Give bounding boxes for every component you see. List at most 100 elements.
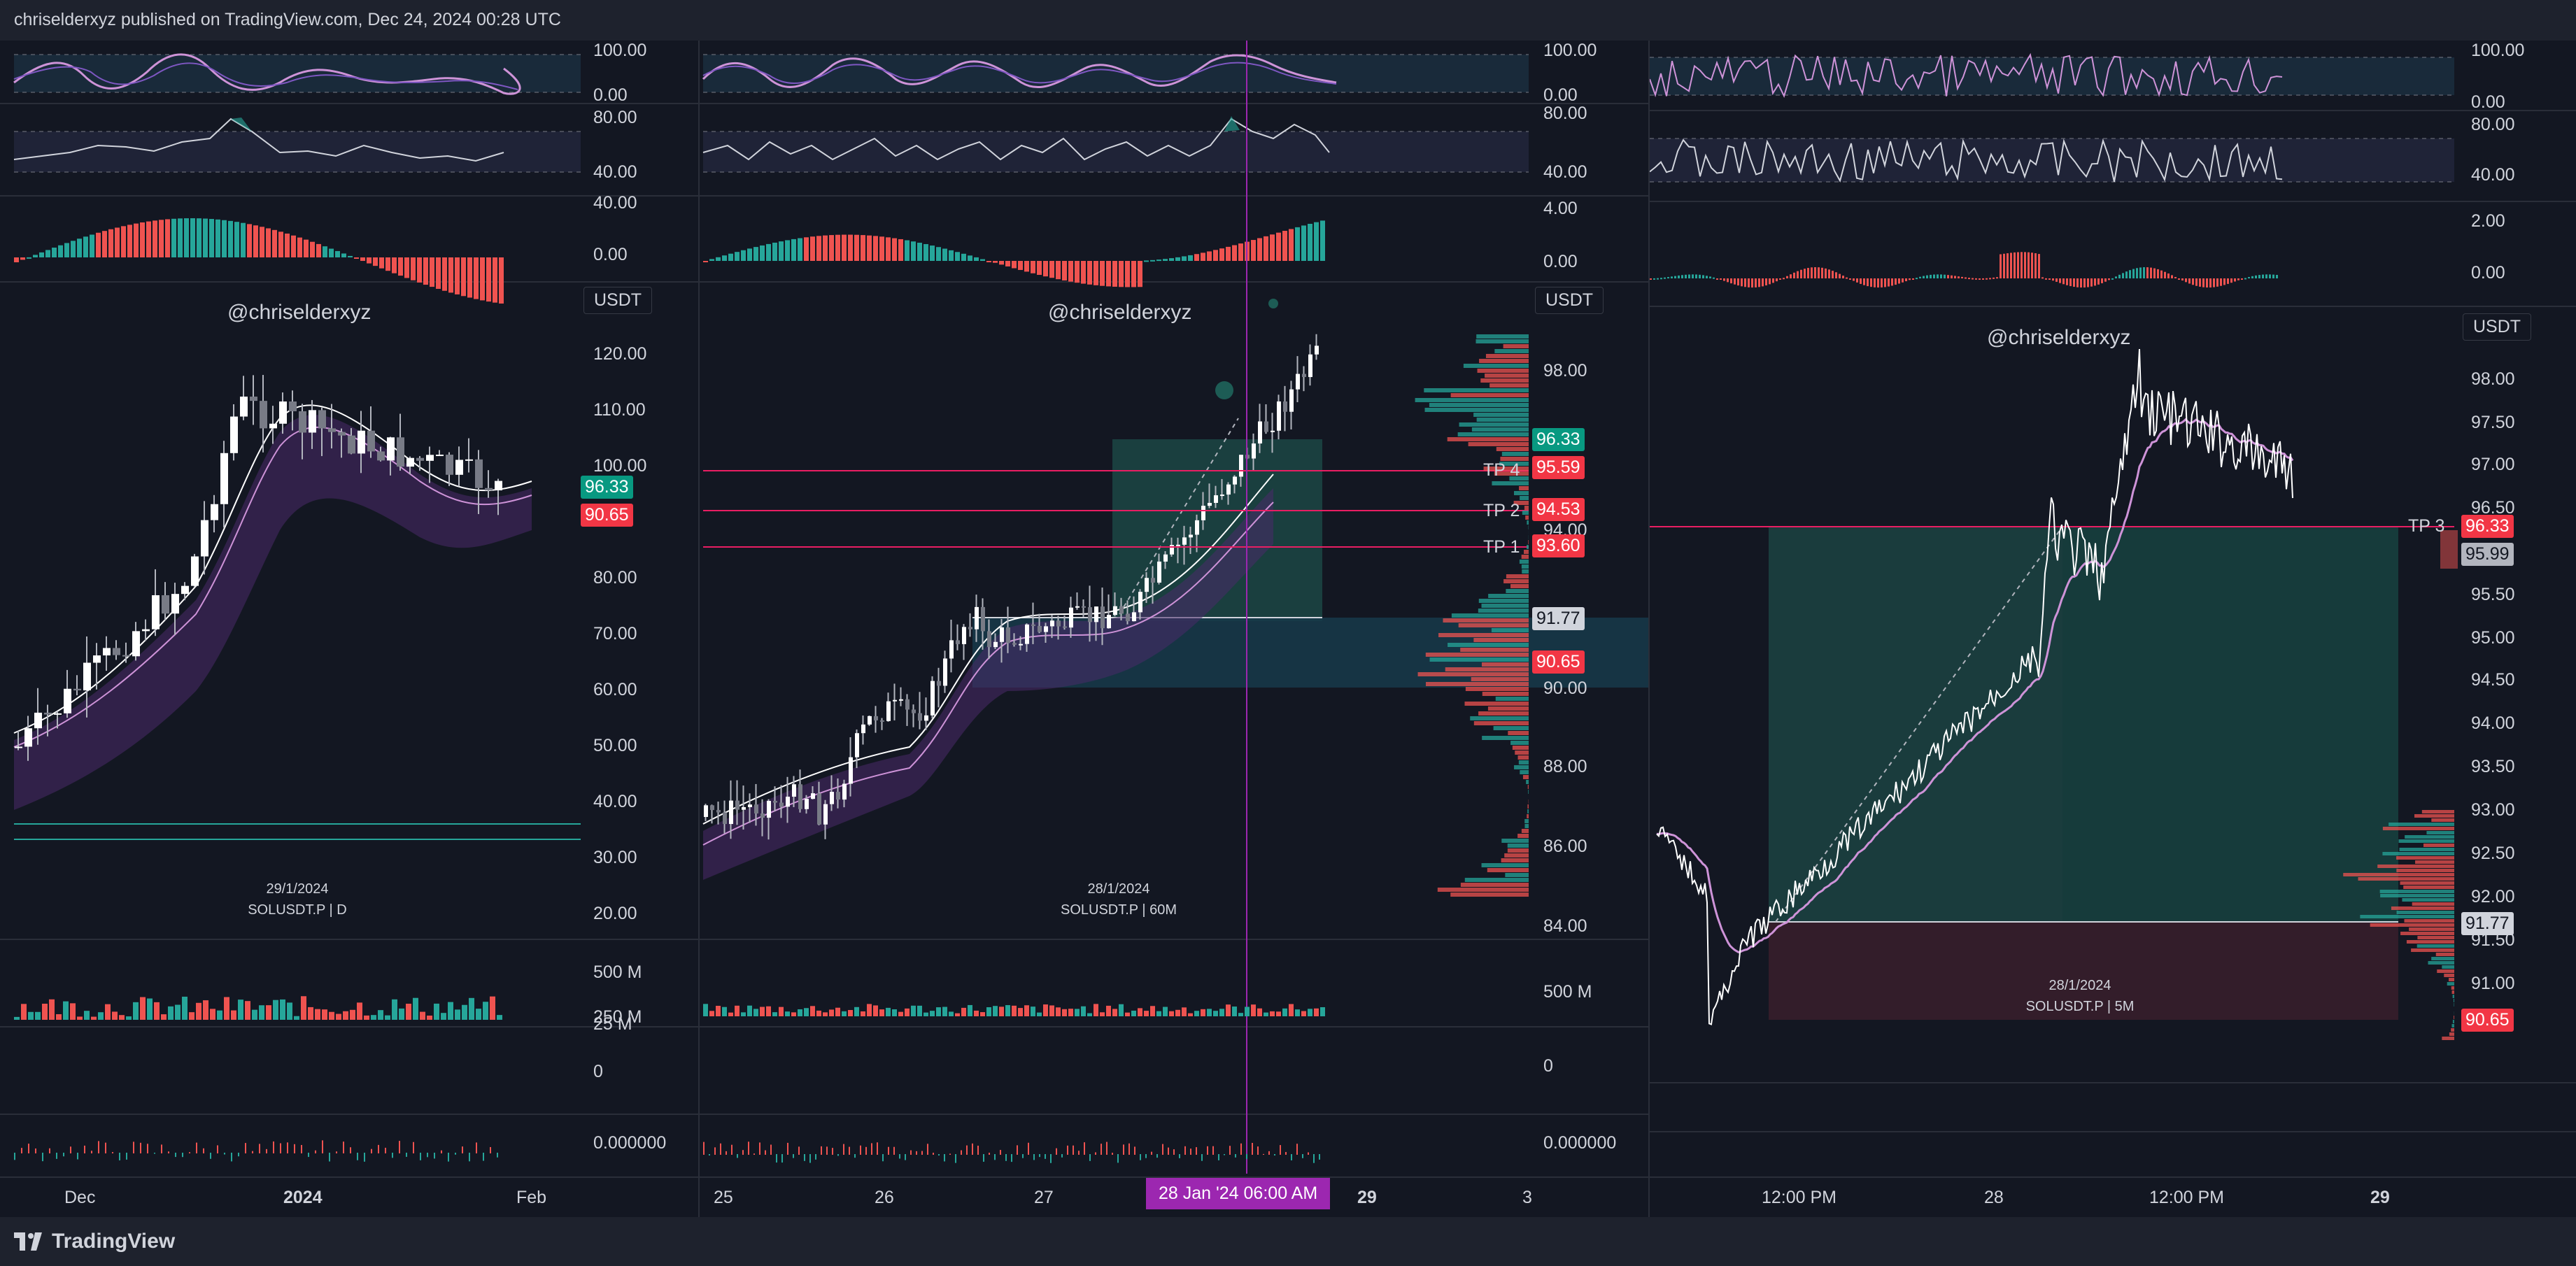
profile-bar xyxy=(1487,868,1529,872)
funding-bar xyxy=(364,1153,365,1162)
price-tick: 98.00 xyxy=(2471,369,2515,389)
currency-selector[interactable]: USDT xyxy=(2463,313,2532,341)
macd-bar xyxy=(2087,278,2089,287)
macd-bar xyxy=(266,228,271,257)
currency-selector[interactable]: USDT xyxy=(1535,287,1604,314)
volume-bar xyxy=(1257,1008,1262,1016)
funding-bar xyxy=(921,1151,923,1155)
profile-bar xyxy=(1524,824,1529,828)
funding-bar xyxy=(336,1151,337,1153)
hourly-candle xyxy=(723,812,727,825)
funding-bar xyxy=(147,1144,148,1153)
macd-bar xyxy=(1860,278,1862,284)
profile-bar xyxy=(1507,848,1529,853)
funding-bar xyxy=(28,1144,29,1153)
macd-bar xyxy=(90,234,94,257)
hourly-candle xyxy=(1031,624,1035,626)
tp3-label: TP 3 xyxy=(2408,516,2445,536)
volume-bar xyxy=(1062,1009,1067,1016)
daily-candle xyxy=(15,746,22,748)
marker-dot xyxy=(1268,299,1278,308)
volume-bar xyxy=(930,1011,935,1016)
profile-bar xyxy=(1519,560,1529,564)
profile-bar xyxy=(1503,344,1529,348)
chart-panel-60m[interactable]: 100.00 0.00 80.00 40.00 4.00 0.00 @chris… xyxy=(700,41,1650,1217)
five-min-chart-canvas[interactable] xyxy=(1650,41,2576,1217)
chart-panel-5m[interactable]: 100.00 0.00 80.00 40.00 2.00 0.00 @chris… xyxy=(1650,41,2576,1217)
hourly-chart-canvas[interactable] xyxy=(700,41,1648,1217)
funding-bar xyxy=(350,1147,351,1153)
volume-bars xyxy=(14,996,502,1020)
hourly-candle xyxy=(830,792,834,804)
volume-bar xyxy=(829,1009,834,1016)
macd-bar xyxy=(2073,278,2075,287)
funding-bar xyxy=(189,1152,190,1153)
volume-bar xyxy=(804,1008,809,1016)
macd-bar xyxy=(1068,261,1073,282)
funding-bar xyxy=(1268,1151,1270,1155)
x-axis-label: 25 xyxy=(714,1188,733,1207)
macd-bar xyxy=(2199,278,2201,287)
hourly-candle xyxy=(1302,374,1306,378)
volume-bar xyxy=(1219,1009,1224,1016)
hourly-candle xyxy=(1163,554,1168,562)
publisher-text: chriselderxyz published on TradingView.c… xyxy=(14,10,561,29)
funding-bar xyxy=(927,1144,928,1155)
macd-bar xyxy=(1100,261,1105,286)
chart-panel-daily[interactable]: 100.00 0.00 80.00 40.00 40.00 0.00 @chri… xyxy=(0,41,700,1217)
daily-candle xyxy=(465,459,473,461)
funding-bar xyxy=(1246,1154,1247,1160)
macd-bar xyxy=(1678,275,1680,278)
daily-candle xyxy=(142,629,150,632)
funding-bar xyxy=(1101,1144,1102,1155)
macd-bar xyxy=(1968,278,1970,280)
macd-bar xyxy=(2024,252,2026,278)
macd-bar xyxy=(2216,278,2218,287)
x-axis-label: Dec xyxy=(64,1188,96,1207)
macd-bar xyxy=(2160,270,2163,278)
macd-bar xyxy=(14,257,19,262)
profile-bar xyxy=(2452,1020,2454,1023)
profile-bar xyxy=(2447,982,2454,986)
profile-bar xyxy=(1460,648,1529,652)
funding-bar xyxy=(781,1154,783,1163)
volume-bar xyxy=(224,997,229,1020)
macd-bar xyxy=(1131,261,1136,287)
volume-bar xyxy=(835,1007,840,1016)
macd-bar xyxy=(1720,278,1722,280)
macd-bar xyxy=(2003,253,2005,278)
funding-bar xyxy=(770,1144,772,1155)
macd-bar xyxy=(1758,278,1760,287)
funding-bar xyxy=(910,1150,912,1155)
hourly-candle xyxy=(1208,502,1212,506)
hourly-candle xyxy=(798,784,802,809)
hourly-candle xyxy=(716,810,721,813)
macd-bar xyxy=(304,239,309,257)
rsi-path xyxy=(1650,52,2283,98)
volume-bar xyxy=(936,1007,941,1016)
macd-bar xyxy=(942,248,947,261)
macd-bar xyxy=(2227,278,2229,284)
macd-bar xyxy=(1863,278,1865,285)
profile-bar xyxy=(1487,706,1529,711)
macd-bar xyxy=(1891,278,1893,286)
currency-selector[interactable]: USDT xyxy=(583,287,653,314)
macd-bar xyxy=(1702,275,1704,278)
macd-bar xyxy=(2097,278,2100,285)
macd-bar xyxy=(2195,278,2198,286)
macd-bar xyxy=(2230,278,2232,283)
volume-bar xyxy=(1238,1013,1243,1016)
volume-bar xyxy=(308,1007,313,1020)
hourly-candle xyxy=(1176,544,1180,546)
tradingview-footer: TradingView xyxy=(0,1217,2576,1266)
funding-bar xyxy=(837,1154,839,1156)
volume-bar xyxy=(210,1009,215,1020)
macd-bar xyxy=(854,234,859,261)
macd-bar xyxy=(115,227,120,257)
price-tick: 110.00 xyxy=(593,400,646,420)
profile-bar xyxy=(1445,667,1529,671)
macd-bar xyxy=(1874,278,1876,287)
macd-bar xyxy=(2111,278,2114,280)
daily-chart-canvas[interactable] xyxy=(0,41,698,1217)
macd-bar xyxy=(1257,238,1262,261)
